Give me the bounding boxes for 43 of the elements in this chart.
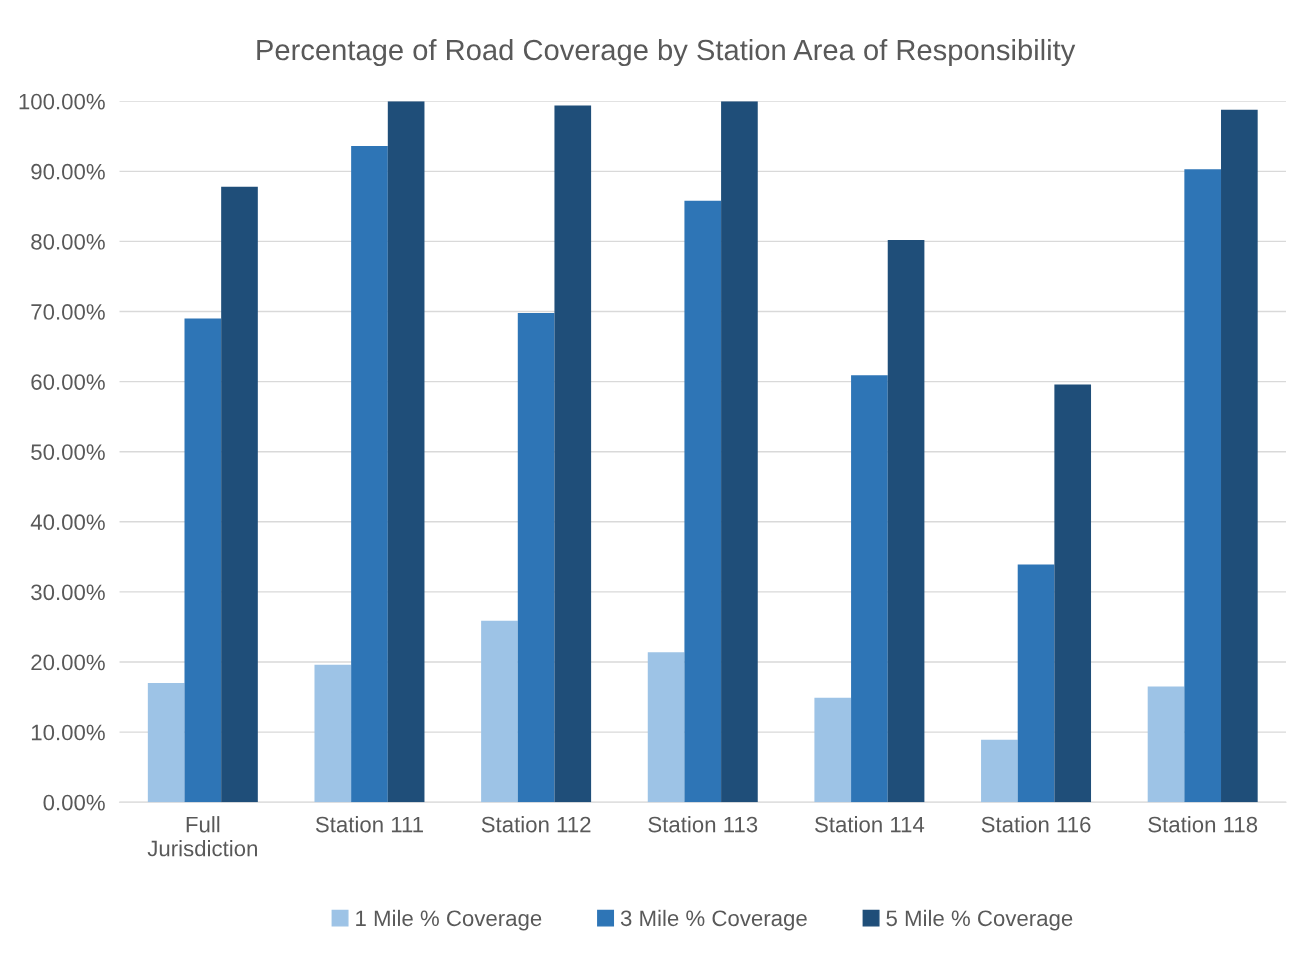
bar [981,739,1018,803]
y-tick-label: 90.00% [31,163,105,180]
y-tick-label: 40.00% [30,514,105,531]
y-tick-label: 20.00% [31,654,105,671]
bar [387,101,425,803]
x-tick-label: Station 118 [1148,816,1258,833]
bar [314,664,352,803]
x-tick-label: Station 113 [648,816,758,833]
bar [481,620,518,803]
bar [1054,384,1092,803]
bar [184,318,222,803]
bar [1147,686,1185,803]
y-tick-label: 100.00% [19,93,105,110]
bar [887,240,925,803]
bar [517,312,555,803]
bar [684,200,722,803]
legend-label: 5 Mile % Coverage [886,909,1073,931]
y-tick-label: 0.00% [43,794,105,811]
chart-title: Percentage of Road Coverage by Station Area of Responsibility [257,38,1076,67]
bar [147,683,185,803]
legend-label: 3 Mile % Coverage [620,909,807,931]
bar [647,652,685,803]
x-tick-label: Full Jurisdiction [147,816,257,857]
y-tick-label: 60.00% [31,374,105,390]
bar [221,186,258,803]
bar [351,146,388,803]
y-tick-label: 30.00% [31,584,105,601]
bar [814,697,852,803]
x-tick-label: Station 114 [815,816,925,833]
y-tick-label: 10.00% [31,724,105,741]
bar [721,101,758,803]
x-tick-label: Station 116 [981,816,1091,833]
y-tick-label: 80.00% [31,233,105,250]
y-tick-label: 50.00% [31,444,105,460]
bar [1184,169,1222,803]
x-tick-label: Station 111 [315,816,423,833]
y-tick-label: 70.00% [31,304,105,320]
bar [851,375,888,803]
bar [1017,564,1055,803]
bar [554,105,592,803]
bar [1221,109,1258,803]
x-tick-label: Station 112 [481,816,591,833]
legend-label: 1 Mile % Coverage [356,909,542,931]
